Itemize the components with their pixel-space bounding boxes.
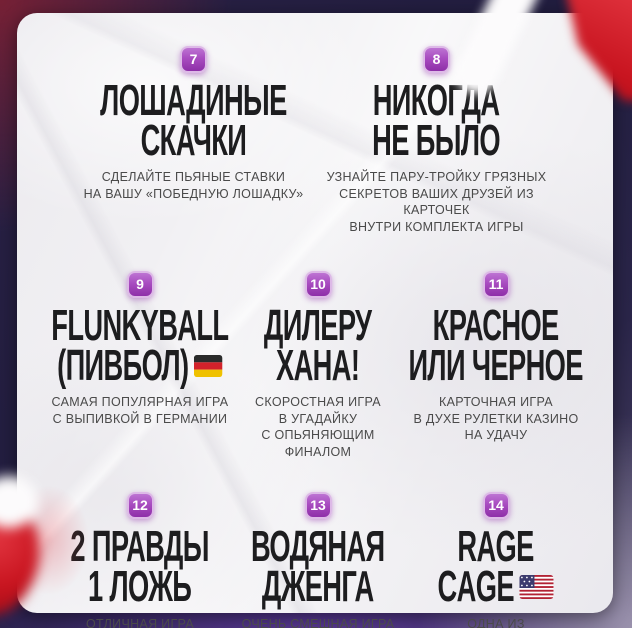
game-number-badge: 11 <box>482 271 510 299</box>
game-number-badge: 10 <box>304 271 332 299</box>
usa-flag-icon <box>519 574 555 599</box>
game-number-badge: 12 <box>126 492 154 520</box>
game-number-badge: 13 <box>304 492 332 520</box>
game-title: КРАСНОЕ ИЛИ ЧЕРНОЕ <box>408 301 584 390</box>
game-number-badge: 9 <box>126 271 154 299</box>
game-number-badge: 8 <box>423 46 450 73</box>
game-description: СКОРОСТНАЯ ИГРА В УГАДАЙКУ С ОПЬЯНЯЮЩИМ … <box>255 395 381 459</box>
game-number-badge: 7 <box>180 46 207 73</box>
game-description: ОДНА ИЗ ПОПУЛЯРНЕЙШИХ ИГР ДЛЯ БОЛЬШОЙ ТУ… <box>467 616 525 628</box>
game-card-9: 9 FLUNKYBALL (ПИВБОЛ) САМАЯ ПОПУЛЯРНАЯ <box>51 271 229 460</box>
game-description: САМАЯ ПОПУЛЯРНАЯ ИГРА С ВЫПИВКОЙ В ГЕРМА… <box>51 395 229 426</box>
game-title: ЛОШАДИНЫЕ СКАЧКИ <box>100 76 287 165</box>
game-card-14: 14 RAGE CAGE <box>407 492 585 628</box>
game-number-badge: 14 <box>482 492 510 520</box>
game-title: ДИЛЕРУ ХАНА! <box>264 301 372 390</box>
cards-row-3: 12 2 ПРАВДЫ 1 ЛОЖЬ ОТЛИЧНАЯ ИГРА НА ЗНАК… <box>17 492 613 628</box>
game-description: ОТЛИЧНАЯ ИГРА НА ЗНАКОМСТВО <box>86 616 194 628</box>
game-card-7: 7 ЛОШАДИНЫЕ СКАЧКИ СДЕЛАЙТЕ ПЬЯНЫЕ СТАВК… <box>72 46 315 235</box>
game-title: RAGE CAGE <box>438 525 555 608</box>
game-card-11: 11 КРАСНОЕ ИЛИ ЧЕРНОЕ КАРТОЧНАЯ ИГРА В Д… <box>407 271 585 460</box>
game-title: НИКОГДА НЕ БЫЛО <box>372 76 501 165</box>
game-description: ОЧЕНЬ СМЕШНАЯ ИГРА НА ЛОВКОСТЬ И КРЕПКИЕ… <box>241 616 395 628</box>
game-title: 2 ПРАВДЫ 1 ЛОЖЬ <box>70 522 210 611</box>
crumpled-paper-sheet: 7 ЛОШАДИНЫЕ СКАЧКИ СДЕЛАЙТЕ ПЬЯНЫЕ СТАВК… <box>9 13 613 628</box>
game-card-13: 13 ВОДЯНАЯ ДЖЕНГА ОЧЕНЬ СМЕШНАЯ ИГРА НА … <box>229 492 407 628</box>
cards-row-2: 9 FLUNKYBALL (ПИВБОЛ) САМАЯ ПОПУЛЯРНАЯ <box>17 271 613 460</box>
game-title: ВОДЯНАЯ ДЖЕНГА <box>251 522 385 611</box>
germany-flag-icon <box>194 354 223 377</box>
game-card-12: 12 2 ПРАВДЫ 1 ЛОЖЬ ОТЛИЧНАЯ ИГРА НА ЗНАК… <box>51 492 229 628</box>
game-card-8: 8 НИКОГДА НЕ БЫЛО УЗНАЙТЕ ПАРУ-ТРОЙКУ ГР… <box>315 46 558 235</box>
game-title: FLUNKYBALL (ПИВБОЛ) <box>51 301 229 390</box>
game-description: СДЕЛАЙТЕ ПЬЯНЫЕ СТАВКИ НА ВАШУ «ПОБЕДНУЮ… <box>83 170 304 201</box>
cards-row-1: 7 ЛОШАДИНЫЕ СКАЧКИ СДЕЛАЙТЕ ПЬЯНЫЕ СТАВК… <box>17 46 613 235</box>
game-description: УЗНАЙТЕ ПАРУ-ТРОЙКУ ГРЯЗНЫХ СЕКРЕТОВ ВАШ… <box>326 170 547 234</box>
game-card-10: 10 ДИЛЕРУ ХАНА! СКОРОСТНАЯ ИГРА В УГАДАЙ… <box>229 271 407 460</box>
game-description: КАРТОЧНАЯ ИГРА В ДУХЕ РУЛЕТКИ КАЗИНО НА … <box>413 395 579 443</box>
